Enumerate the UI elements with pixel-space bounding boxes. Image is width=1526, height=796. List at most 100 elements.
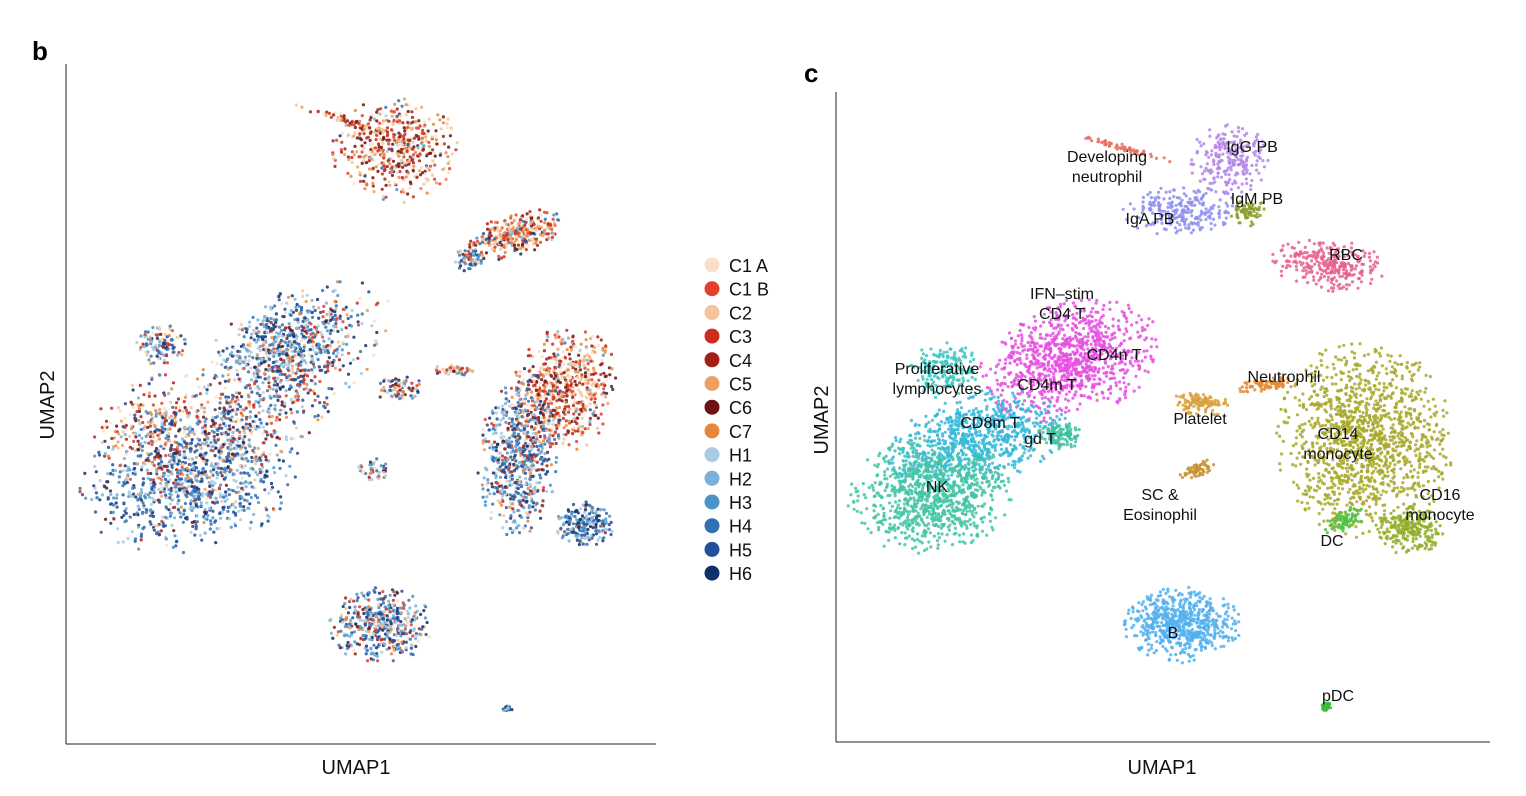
scatter-point <box>176 353 180 357</box>
scatter-point <box>265 469 269 473</box>
scatter-point <box>219 458 223 462</box>
scatter-point <box>339 112 343 116</box>
scatter-point <box>293 345 297 349</box>
scatter-point <box>256 501 261 505</box>
scatter-point <box>514 237 519 241</box>
scatter-point <box>301 294 305 298</box>
scatter-point <box>304 387 309 391</box>
scatter-point <box>551 342 555 346</box>
scatter-point <box>384 105 388 109</box>
scatter-point <box>267 357 272 361</box>
scatter-point <box>203 430 207 434</box>
scatter-point <box>518 398 522 402</box>
scatter-point <box>577 543 582 547</box>
scatter-point <box>137 407 142 411</box>
scatter-point <box>372 343 377 347</box>
scatter-point <box>541 425 545 429</box>
scatter-point <box>329 328 333 333</box>
scatter-point <box>380 166 384 170</box>
scatter-point <box>509 514 513 518</box>
scatter-point <box>322 404 326 408</box>
scatter-point <box>235 468 239 472</box>
scatter-point <box>369 116 373 120</box>
scatter-point <box>414 644 418 649</box>
scatter-point <box>219 471 223 475</box>
scatter-point <box>565 348 569 352</box>
scatter-point <box>271 387 275 391</box>
scatter-point <box>426 129 430 133</box>
scatter-point <box>219 417 223 421</box>
scatter-point <box>226 412 230 416</box>
scatter-point <box>507 439 511 444</box>
scatter-point <box>526 486 530 491</box>
scatter-point <box>468 267 472 271</box>
scatter-point <box>581 405 585 410</box>
scatter-point <box>552 352 556 356</box>
scatter-point <box>280 323 284 327</box>
scatter-point <box>202 415 206 419</box>
scatter-point <box>221 443 226 447</box>
scatter-point <box>510 470 514 474</box>
scatter-point <box>538 208 542 212</box>
scatter-point <box>601 403 605 407</box>
scatter-point <box>205 476 209 480</box>
scatter-point <box>284 394 288 398</box>
scatter-point <box>178 511 182 515</box>
scatter-point <box>403 129 407 133</box>
scatter-point <box>302 377 306 381</box>
scatter-point <box>522 526 526 530</box>
scatter-point <box>365 308 369 313</box>
scatter-point <box>144 458 148 462</box>
scatter-point <box>594 413 598 418</box>
scatter-point <box>581 431 585 435</box>
scatter-point <box>512 422 516 426</box>
scatter-point <box>375 133 379 137</box>
scatter-point <box>233 524 238 528</box>
scatter-point <box>267 491 271 495</box>
scatter-point <box>509 527 513 531</box>
scatter-point <box>287 374 291 378</box>
scatter-point <box>233 511 238 516</box>
scatter-point <box>289 397 293 402</box>
scatter-point <box>296 382 300 386</box>
scatter-point <box>249 366 253 370</box>
scatter-point <box>292 436 296 440</box>
scatter-point <box>385 126 390 130</box>
scatter-point <box>139 442 143 446</box>
scatter-point <box>212 434 216 439</box>
scatter-point <box>251 356 255 360</box>
scatter-point <box>159 444 163 448</box>
scatter-point <box>232 347 236 351</box>
scatter-point <box>350 308 354 313</box>
scatter-point <box>411 140 415 144</box>
scatter-point <box>526 519 530 523</box>
scatter-point <box>516 432 521 436</box>
scatter-point <box>283 373 287 377</box>
scatter-point <box>174 454 178 458</box>
scatter-point <box>286 366 290 370</box>
scatter-point <box>174 478 178 482</box>
scatter-point <box>241 444 245 449</box>
scatter-point <box>248 341 252 345</box>
scatter-point <box>167 462 171 466</box>
scatter-point <box>441 167 445 171</box>
scatter-point <box>554 456 559 460</box>
scatter-point <box>159 529 163 533</box>
scatter-point <box>555 399 559 403</box>
scatter-point <box>431 148 435 152</box>
scatter-point <box>345 342 349 346</box>
scatter-point <box>584 408 588 412</box>
scatter-point <box>579 527 583 531</box>
scatter-point <box>264 458 268 462</box>
scatter-point <box>228 405 232 409</box>
scatter-point <box>504 420 508 424</box>
scatter-point <box>377 474 381 478</box>
scatter-point <box>523 397 528 401</box>
scatter-point <box>290 364 295 368</box>
scatter-point <box>264 455 268 459</box>
scatter-point <box>160 486 164 490</box>
scatter-point <box>404 175 408 179</box>
scatter-point <box>203 511 207 516</box>
scatter-point <box>152 528 156 532</box>
scatter-point <box>159 463 163 467</box>
